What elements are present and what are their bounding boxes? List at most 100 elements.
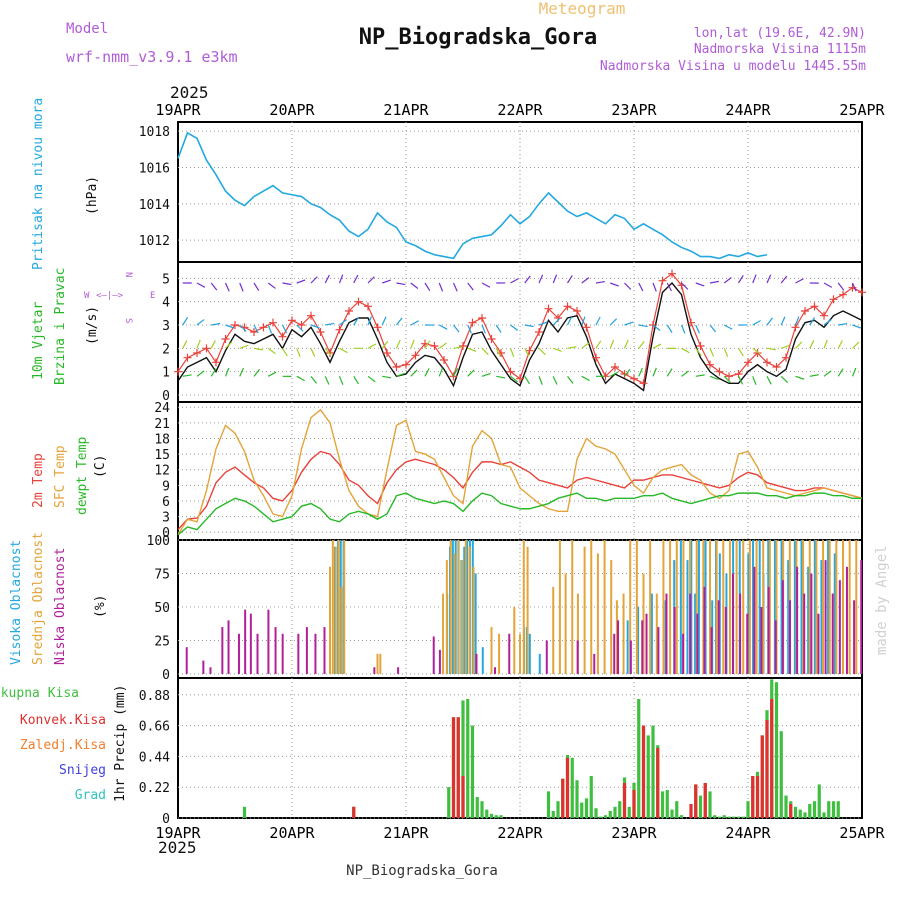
cloud-title-3: Niska Oblacnost: [53, 548, 68, 665]
cloud-high-bar: [780, 540, 783, 674]
cloud-high-bar: [694, 593, 697, 674]
wind-arrow: [182, 374, 192, 377]
wind-arrow: [396, 372, 406, 377]
bottom-date-label: 24APR: [725, 824, 771, 842]
cloud-mid-bar: [742, 540, 745, 674]
wind-arrow: [709, 348, 715, 357]
wind-gust-point: [364, 302, 372, 311]
wind-arrow: [281, 324, 288, 334]
top-date-label: 19APR: [155, 101, 201, 119]
precip-total-bar: [589, 776, 593, 818]
cloud-low-bar: [617, 620, 620, 674]
wind-arrow: [267, 347, 276, 355]
precip-total-bar: [831, 801, 836, 818]
wind-arrow: [267, 371, 277, 377]
wind-arrow: [253, 282, 260, 291]
wind-gust-point: [858, 288, 866, 297]
wind-arrow: [837, 282, 845, 291]
wind-arrow: [339, 347, 348, 354]
y-tick-label: 50: [154, 601, 170, 616]
legend-konvek: Konvek.Kisa: [20, 713, 106, 728]
wind-gust-point: [411, 351, 420, 360]
top-date-labels: 19APR 20APR 21APR 22APR 23APR 24APR 25AP…: [155, 101, 885, 119]
wind-arrow: [438, 282, 444, 292]
cloud-low-bar: [803, 593, 806, 674]
y-tick-label: 6: [162, 495, 170, 510]
cloud-mid-bar: [461, 560, 464, 674]
wind-gust-point: [516, 374, 524, 383]
cloud-mid-bar: [775, 540, 778, 674]
cloud-mid-bar: [552, 586, 555, 674]
wind-arrow: [737, 376, 744, 385]
legend-zaledj: Zaledj.Kisa: [20, 738, 106, 753]
cloud-mid-bar: [442, 593, 445, 674]
precip-total-bar: [594, 808, 598, 818]
y-tick-label: 0.22: [139, 781, 170, 796]
precip-conv-bar: [703, 783, 707, 818]
wind-gust-point: [231, 321, 239, 329]
cloud-low-bar: [673, 606, 676, 674]
wind-arrow: [310, 348, 316, 357]
precip-total-bar: [746, 801, 750, 818]
precip-total-bar: [784, 795, 788, 818]
wind-gust-point: [525, 346, 534, 355]
cloud-low-bar: [853, 600, 856, 674]
wind-arrow: [609, 318, 618, 326]
wind-arrow: [552, 376, 558, 385]
cloud-low-bar: [731, 573, 734, 674]
wind-arrow: [851, 367, 857, 377]
year-bottom: 2025: [158, 838, 197, 857]
precip-conv-bar: [641, 725, 646, 818]
cloud-mid-bar: [709, 540, 711, 674]
wind-arrow: [524, 376, 531, 385]
wind-arrow: [225, 341, 233, 349]
precip-total-bar: [613, 806, 617, 818]
precip-total-bar: [812, 801, 817, 818]
cloud-low-bar: [696, 613, 699, 674]
precip-total-bar: [836, 801, 840, 818]
precip-conv-bar: [760, 735, 764, 818]
wind-gust-point: [307, 311, 315, 320]
wind-arrow: [709, 280, 719, 284]
compass-arrows: <—|—>: [96, 291, 124, 301]
wind-arrow: [453, 324, 460, 333]
wind-arrow: [396, 317, 403, 326]
y-tick-label: 5: [162, 272, 170, 287]
wind-arrow: [638, 340, 645, 349]
wind-speed-line: [177, 281, 863, 392]
cloud-low-bar: [593, 653, 596, 674]
precip-total-bar: [599, 816, 603, 818]
cloud-mid-bar: [453, 553, 456, 674]
precip-total-bar: [660, 791, 665, 818]
cloud-low-bar: [281, 633, 284, 674]
wind-arrow: [495, 348, 501, 357]
legend-grad: Grad: [75, 788, 106, 803]
wind-arrow: [766, 317, 773, 326]
cloud-low-bar: [545, 640, 548, 674]
wind-arrow: [510, 278, 519, 284]
precip-total-bar: [489, 813, 494, 818]
model-altitude: Nadmorska Visina u modelu 1445.55m: [600, 59, 866, 74]
wind-arrow: [695, 374, 705, 377]
cloud-low-bar: [494, 667, 496, 674]
wind-arrow: [510, 324, 519, 331]
wind-arrow: [552, 274, 558, 284]
cloud-high-bar: [807, 566, 810, 674]
wind-gust-point: [658, 276, 667, 285]
wind-arrow: [610, 282, 619, 287]
y-tick-label: 12: [154, 464, 170, 479]
cloud-low-bar: [373, 667, 376, 674]
wind-gust-point: [687, 318, 695, 327]
wind-arrow: [566, 275, 573, 284]
wind-gust-point: [725, 372, 733, 381]
wind-gust-point: [820, 311, 828, 320]
precip-conv-bar: [352, 806, 356, 818]
wind-arrow: [395, 339, 401, 349]
wind-arrow: [723, 324, 733, 330]
wind-arrow: [709, 324, 717, 333]
wind-arrow: [381, 316, 387, 326]
wind-arrow: [681, 282, 689, 290]
wind-arrow: [410, 320, 419, 326]
wind-gust-point: [763, 358, 771, 367]
